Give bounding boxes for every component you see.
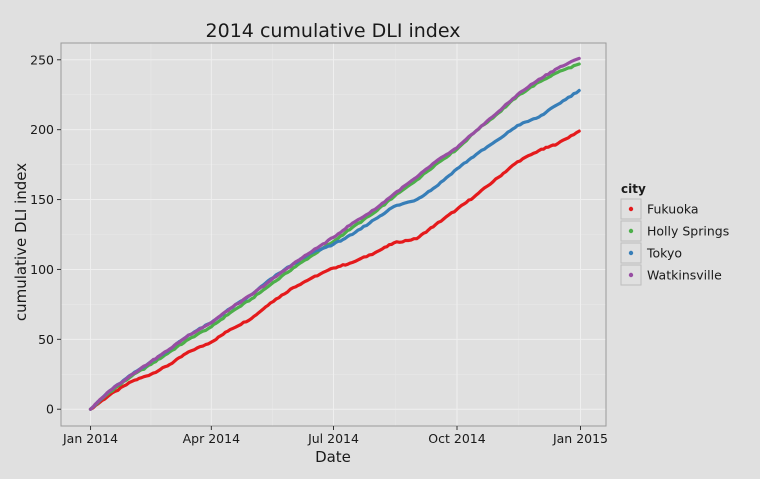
legend-label-holly-springs: Holly Springs — [647, 224, 729, 239]
series-line-fukuoka — [88, 129, 581, 411]
y-tick-label: 0 — [46, 402, 54, 417]
legend-label-fukuoka: Fukuoka — [647, 202, 699, 217]
x-tick-label: Jan 2015 — [552, 431, 608, 446]
legend: city Fukuoka Holly Springs Tokyo Watkinsvil… — [620, 182, 729, 286]
y-tick-label: 250 — [30, 52, 54, 67]
x-axis-label: Date — [315, 448, 351, 466]
series-lines — [88, 56, 581, 411]
chart-title: 2014 cumulative DLI index — [206, 20, 461, 42]
legend-title: city — [621, 182, 646, 196]
legend-marker-watkinsville — [628, 272, 634, 278]
y-tick-label: 150 — [30, 192, 54, 207]
axes: 0 50 100 150 200 250 Jan 2014 Apr 2014 Jul 2014 O… — [30, 52, 608, 446]
y-axis-label: cumulative DLI index — [12, 163, 30, 321]
x-tick-label: Jan 2014 — [62, 431, 118, 446]
legend-marker-holly-springs — [628, 228, 634, 234]
y-tick-label: 100 — [30, 262, 54, 277]
x-tick-label: Oct 2014 — [428, 431, 485, 446]
series-line-watkinsville — [88, 56, 581, 411]
y-tick-label: 200 — [30, 122, 54, 137]
legend-marker-fukuoka — [628, 206, 634, 212]
legend-label-tokyo: Tokyo — [646, 246, 682, 261]
y-tick-label: 50 — [38, 332, 54, 347]
x-tick-label: Apr 2014 — [183, 431, 240, 446]
legend-marker-tokyo — [628, 250, 634, 256]
legend-label-watkinsville: Watkinsville — [647, 268, 722, 283]
x-tick-label: Jul 2014 — [307, 431, 359, 446]
